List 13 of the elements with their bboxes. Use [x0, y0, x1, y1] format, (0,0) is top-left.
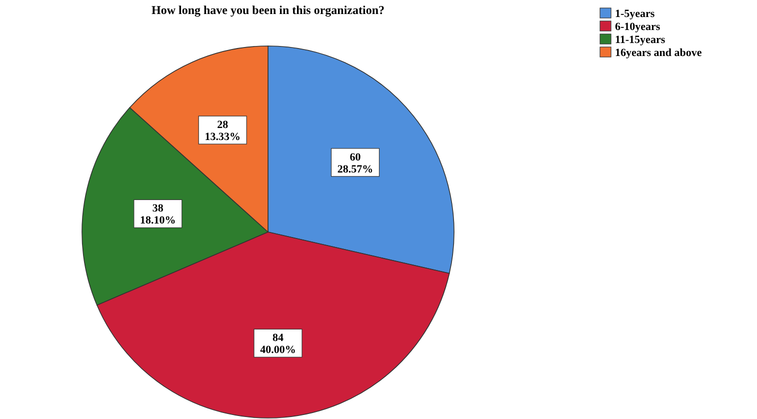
chart-title: How long have you been in this organization?: [151, 3, 385, 17]
legend-label: 11-15years: [615, 34, 666, 46]
legend-label: 16years and above: [615, 47, 702, 59]
legend-entry: 11-15years: [600, 34, 666, 46]
data-label: 60 28.57%: [337, 151, 374, 176]
legend-label: 1-5years: [615, 8, 656, 20]
legend-entry: 1-5years: [600, 8, 655, 20]
legend-entry: 16years and above: [600, 46, 702, 59]
data-label: 38 18.10%: [140, 202, 176, 227]
legend-entry: 6-10years: [600, 20, 660, 33]
data-label: 84 40.00%: [260, 332, 296, 356]
data-label: 28 13.33%: [204, 119, 240, 144]
legend-label: 6-10years: [615, 21, 661, 33]
